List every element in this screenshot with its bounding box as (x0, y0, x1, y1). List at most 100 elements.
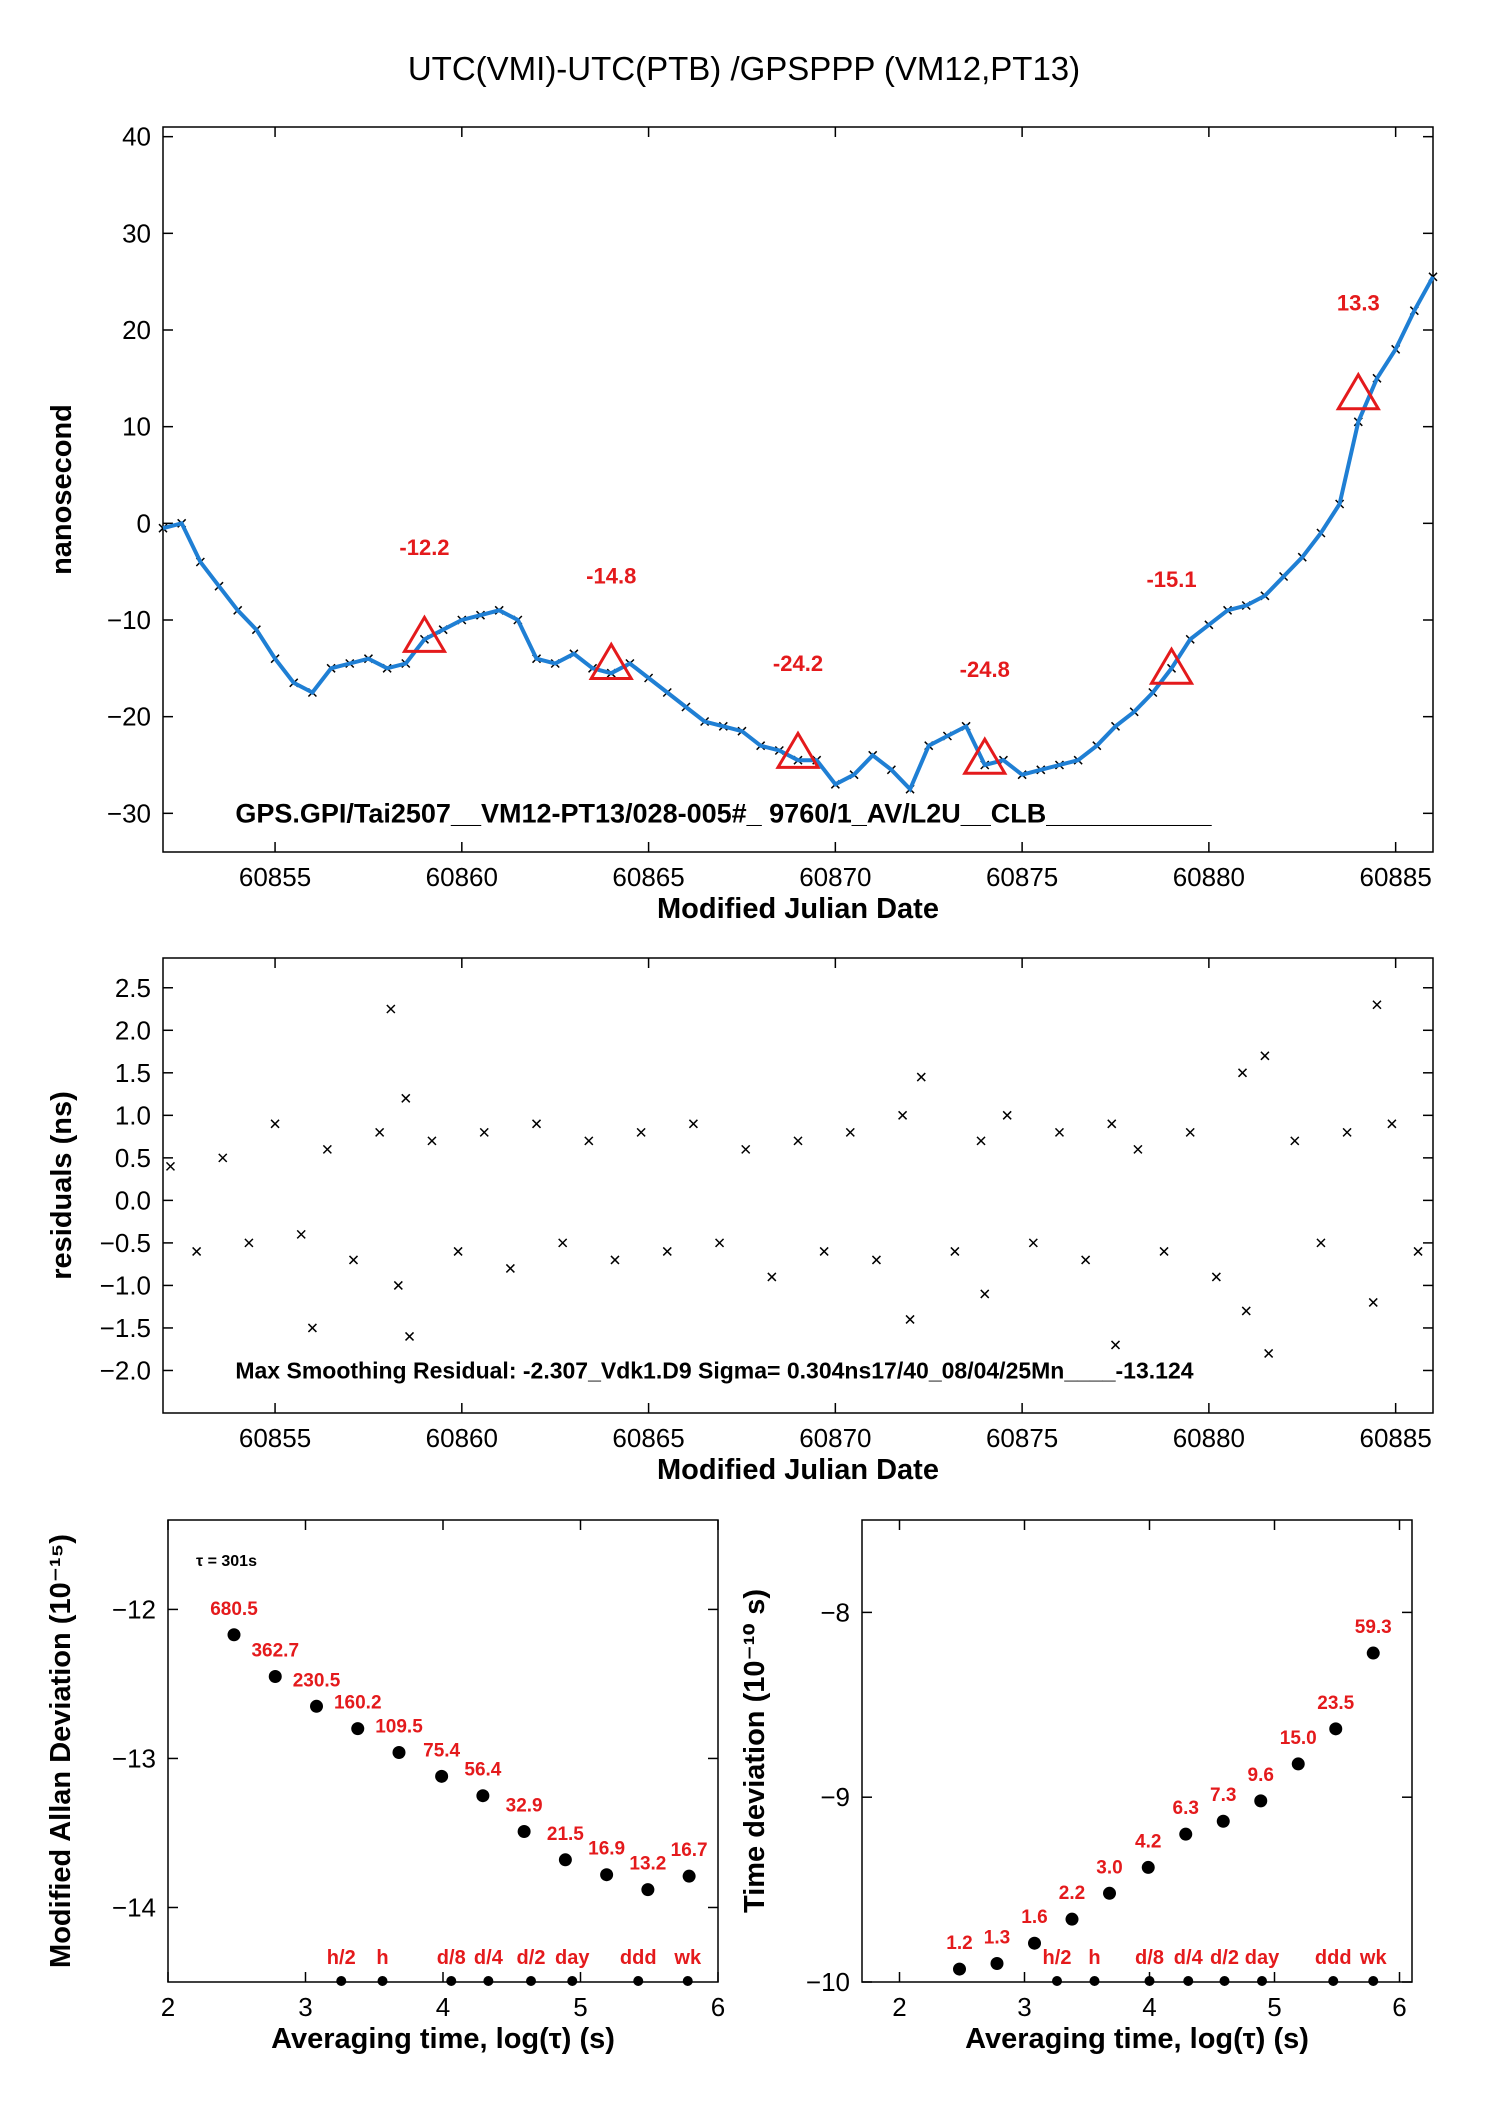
data-point (600, 1868, 614, 1882)
panel-b-residuals-chart: 60855 60860 60865 60870 60875 60880 60885 −2.0 −… (46, 957, 1434, 1486)
data-point (1159, 1246, 1169, 1256)
data-point (819, 1246, 829, 1256)
smoothed-line (162, 275, 1435, 793)
x-tick-label: 2 (161, 1992, 175, 2022)
time-marker-dot (336, 1976, 347, 1986)
x-tick-label: 4 (1142, 1992, 1156, 2022)
data-label: 75.4 (423, 1740, 460, 1761)
time-marker-label: d/4 (1174, 1947, 1204, 1969)
plot-frame (162, 957, 1434, 1414)
time-marker-dot (483, 1976, 494, 1986)
data-point (916, 1072, 926, 1082)
data-point (1290, 1136, 1300, 1146)
time-marker-label: h (1088, 1947, 1100, 1969)
triangle-marker (962, 736, 1008, 775)
x-tick-label: 4 (436, 1992, 450, 2022)
data-label: 21.5 (547, 1824, 584, 1845)
y-tick-label: 1.5 (115, 1058, 151, 1088)
data-point (898, 1110, 908, 1120)
marker-label: 13.3 (1337, 291, 1380, 316)
y-tick-label: −10 (107, 605, 151, 635)
data-point (427, 1136, 437, 1146)
y-axis-label: Time deviation (10⁻¹⁰ s) (739, 1589, 771, 1913)
time-marker-dot (526, 1976, 536, 1986)
y-tick-label: 1.0 (115, 1100, 151, 1130)
data-point (1028, 1936, 1041, 1950)
data-point (1254, 1794, 1268, 1808)
triangle-marker (1335, 371, 1381, 411)
y-tick-label: 40 (122, 122, 151, 152)
x-axis-label: Averaging time, log(τ) (s) (965, 2023, 1309, 2055)
y-tick-label: −13 (112, 1743, 156, 1773)
time-marker-label: day (555, 1947, 590, 1969)
data-point (375, 1127, 385, 1137)
time-marker-label: h/2 (327, 1947, 356, 1969)
y-axis-label: Modified Allan Deviation (10⁻¹⁵) (45, 1534, 77, 1968)
data-point (953, 1962, 966, 1976)
time-marker-dot (1183, 1976, 1194, 1986)
time-marker-label: ddd (620, 1947, 657, 1969)
data-point (1260, 1051, 1270, 1061)
data-point (268, 1669, 282, 1683)
x-tick-label: 5 (1267, 1992, 1281, 2022)
data-label: 362.7 (251, 1640, 299, 1661)
data-point (1387, 1119, 1397, 1129)
data-label: 2.2 (1059, 1883, 1085, 1904)
data-point (392, 1745, 406, 1759)
time-marker-label: wk (1359, 1947, 1388, 1969)
x-tick-label: 3 (1017, 1992, 1031, 2022)
plot-frame (162, 126, 1434, 853)
y-tick-label: −30 (107, 798, 151, 828)
time-marker-label: d/8 (437, 1947, 466, 1969)
data-point (610, 1255, 620, 1265)
data-point (950, 1246, 960, 1256)
time-marker-label: wk (673, 1947, 702, 1969)
data-point (1413, 1246, 1423, 1256)
data-point (1179, 1827, 1193, 1841)
x-tick-label: 6 (711, 1992, 725, 2022)
x-tick-label: 60865 (612, 1423, 684, 1453)
data-point (905, 1314, 915, 1324)
time-marker-dot (1328, 1976, 1339, 1986)
data-point (1372, 1000, 1382, 1010)
data-point (662, 1246, 672, 1256)
x-tick-label: 60875 (986, 1423, 1058, 1453)
data-point (767, 1272, 777, 1282)
y-tick-label: 10 (122, 412, 151, 442)
x-tick-label: 60885 (1359, 862, 1431, 892)
time-marker-dot (1219, 1976, 1230, 1986)
data-point (1241, 1306, 1251, 1316)
data-label: 7.3 (1210, 1785, 1236, 1806)
y-tick-label: 2.0 (115, 1015, 151, 1045)
annotation-text: Max Smoothing Residual: -2.307_Vdk1.D9 S… (235, 1357, 1193, 1383)
x-axis-label: Modified Julian Date (657, 1454, 939, 1486)
data-point (1329, 1722, 1343, 1736)
panel-c-allan-deviation-chart: 2 3 4 5 6 −14 −13 −12 Averaging time, log(τ) (s)… (45, 1519, 725, 2055)
data-point (479, 1127, 489, 1137)
data-point (1237, 1068, 1248, 1078)
x-tick-label: 60860 (426, 1423, 498, 1453)
data-label: 230.5 (293, 1670, 341, 1691)
data-point (517, 1824, 531, 1838)
data-point (1110, 1340, 1121, 1350)
y-axis-label: residuals (ns) (46, 1091, 78, 1280)
y-tick-label: −1.5 (100, 1313, 151, 1343)
time-marker-dot (1089, 1976, 1100, 1986)
data-label: 109.5 (375, 1716, 423, 1737)
data-point (453, 1246, 463, 1256)
x-tick-label: 60860 (426, 862, 498, 892)
data-label: 3.0 (1096, 1857, 1122, 1878)
y-tick-label: 0.0 (115, 1185, 151, 1215)
triangle-marker (401, 614, 448, 653)
data-point (1107, 1119, 1117, 1129)
x-tick-label: 60875 (986, 862, 1058, 892)
data-label: 23.5 (1317, 1693, 1354, 1714)
data-point (307, 1323, 317, 1333)
plot-frame (861, 1519, 1413, 1983)
data-point (1216, 1814, 1230, 1828)
time-marker-label: day (1245, 1947, 1280, 1969)
data-point (1065, 1912, 1079, 1926)
data-point (584, 1136, 594, 1146)
data-label: 160.2 (334, 1693, 382, 1714)
